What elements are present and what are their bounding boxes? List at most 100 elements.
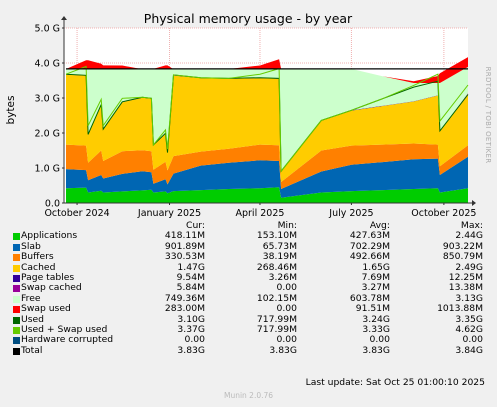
legend-max: 12.25M [448,271,483,283]
legend-cur: 3.10G [177,313,205,325]
legend-label: Swap used [21,303,71,315]
legend-swatch [13,295,20,303]
legend-cur: 3.83G [177,344,205,356]
legend-cur: 749.36M [164,292,205,304]
legend-header: Cur: Min: Avg: Max: [13,220,493,231]
legend-row: Page tables 9.54M 3.26M 7.69M 12.25M [13,271,493,283]
legend-min: 3.26M [268,271,297,283]
legend-min: 38.19M [262,251,297,263]
legend-swatch [13,347,20,355]
legend-label: Applications [21,230,78,242]
x-tick-labels: October 2024 January 2025 April 2025 July 2… [44,203,476,219]
x-tick-label: October 2024 [44,208,109,219]
header-min: Min: [277,220,297,231]
y-axis-label: bytes [5,96,17,125]
legend-cur: 330.53M [164,251,205,263]
y-axis-arrow [61,16,67,20]
legend-max: 2.44G [455,230,483,242]
legend-min: 0.00 [276,303,297,315]
y-tick-labels: 0.0 1.0 G 2.0 G 3.0 G 4.0 G 5.0 G [35,24,64,210]
legend-avg: 91.51M [355,303,390,315]
legend-avg: 492.66M [349,251,390,263]
legend-swatch [13,285,20,293]
area-free [66,66,468,172]
legend-cur: 0.00 [184,334,205,346]
legend-avg: 3.24G [362,313,390,325]
legend-label: Free [21,292,41,304]
y-tick-label: 3.0 G [35,94,61,105]
legend-min: 268.46M [256,261,297,273]
legend-row: Applications 418.11M 153.10M 427.63M 2.44G [13,230,493,242]
legend-label: Hardware corrupted [21,334,114,346]
legend-row: Swap used 283.00M 0.00 91.51M 1013.88M [13,303,493,315]
legend-avg: 702.29M [349,240,390,252]
legend-row: Hardware corrupted 0.00 0.00 0.00 0.00 [13,334,493,346]
x-tick-label: July 2025 [328,208,373,219]
legend-label: Total [21,344,43,356]
legend-label: Used + Swap used [21,323,108,335]
y-tick-label: 4.0 G [35,59,61,70]
rrdtool-credit: RRDTOOL / TOBI OETIKER [484,67,492,164]
line-used-swap-used [65,65,469,173]
legend-swatch [13,233,20,241]
legend-avg: 427.63M [349,230,390,242]
legend-row: Free 749.36M 102.15M 603.78M 3.13G [13,292,493,304]
legend-label: Slab [21,240,41,252]
legend-swatch [13,243,20,251]
area-slab [66,156,468,198]
legend-cur: 418.11M [164,230,205,242]
legend-avg: 3.27M [361,282,390,294]
legend-cur: 9.54M [176,271,205,283]
legend-max: 3.84G [455,344,483,356]
header-max: Max: [460,220,483,231]
line-series [65,65,469,173]
legend-avg: 3.33G [362,323,390,335]
stacked-areas [66,57,468,203]
legend-row: Buffers 330.53M 38.19M 492.66M 850.79M [13,251,493,263]
y-tick-label: 1.0 G [35,164,61,175]
x-axis-arrow [472,200,476,206]
chart: Physical memory usage - by year bytes RR… [5,11,492,219]
area-applications [66,187,468,203]
area-buffers [66,143,468,189]
legend-min: 65.73M [262,240,297,252]
legend-max: 4.62G [455,323,483,335]
legend-swatch [13,306,20,314]
legend-row: Slab 901.89M 65.73M 702.29M 903.22M [13,240,493,252]
legend-label: Cached [21,261,56,273]
y-tick-label: 2.0 G [35,129,61,140]
legend-min: 717.99M [256,313,297,325]
legend-avg: 603.78M [349,292,390,304]
area-cached [66,74,468,182]
legend-min: 0.00 [276,282,297,294]
legend-cur: 5.84M [176,282,205,294]
legend-rows: Applications 418.11M 153.10M 427.63M 2.44G Sl… [13,230,493,356]
legend-min: 717.99M [256,323,297,335]
legend-max: 3.35G [455,313,483,325]
legend-max: 0.00 [462,334,483,346]
legend-table: Cur: Min: Avg: Max: Applications 418.11M 1… [13,220,493,356]
x-tick-label: April 2025 [236,208,285,219]
munin-version: Munin 2.0.76 [223,391,274,400]
legend-max: 3.13G [455,292,483,304]
last-update: Last update: Sat Oct 25 01:00:10 2025 [305,377,485,388]
x-tick-label: January 2025 [137,208,201,219]
legend-cur: 283.00M [164,303,205,315]
legend-min: 153.10M [256,230,297,242]
y-tick-label: 0.0 [45,199,60,210]
legend-label: Used [21,313,44,325]
legend-cur: 901.89M [164,240,205,252]
legend-min: 3.83G [269,344,297,356]
legend-max: 2.49G [455,261,483,273]
chart-title: Physical memory usage - by year [144,11,353,26]
legend-swatch [13,274,20,282]
legend-label: Buffers [21,251,54,263]
axes [61,16,476,206]
area-swap-used [66,57,468,83]
y-tick-label: 5.0 G [35,24,61,35]
legend-row: Used 3.10G 717.99M 3.24G 3.35G [13,313,493,325]
legend-swatch [13,264,20,272]
legend-min: 0.00 [276,334,297,346]
legend-row: Total 3.83G 3.83G 3.83G 3.84G [13,344,493,356]
legend-cur: 3.37G [177,323,205,335]
